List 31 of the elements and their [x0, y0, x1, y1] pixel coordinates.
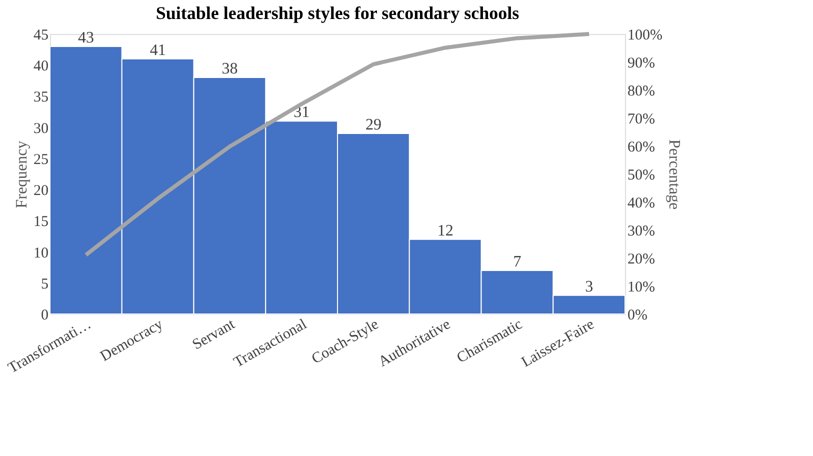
- y2-tick-label: 0%: [628, 308, 648, 324]
- y-tick-label: 45: [34, 28, 48, 44]
- y2-tick-label: 20%: [628, 252, 655, 268]
- data-label: 43: [78, 29, 94, 46]
- y-tick-label: 15: [34, 214, 48, 230]
- chart-title: Suitable leadership styles for secondary schools: [156, 3, 520, 23]
- y2-tick-label: 90%: [628, 56, 655, 72]
- data-label: 38: [222, 60, 238, 78]
- y2-tick-label: 80%: [628, 84, 655, 100]
- data-label: 7: [513, 253, 522, 270]
- y2-tick-label: 30%: [628, 224, 655, 240]
- y2-tick-label: 60%: [628, 140, 655, 156]
- y2-tick-label: 40%: [628, 196, 655, 212]
- y-tick-label: 35: [34, 90, 48, 106]
- data-label: 41: [150, 42, 166, 59]
- y-tick-label: 10: [34, 245, 48, 262]
- data-label: 3: [585, 278, 594, 296]
- y2-tick-label: 50%: [628, 168, 655, 184]
- data-label: 12: [437, 222, 454, 240]
- y2-axis-title: Percentage: [665, 139, 682, 210]
- y-tick-label: 30: [34, 120, 48, 137]
- y-tick-label: 25: [34, 152, 48, 168]
- data-label: 29: [365, 116, 382, 134]
- y2-tick-label: 70%: [628, 112, 655, 128]
- y-tick-label: 0: [41, 308, 48, 324]
- y-tick-label: 5: [41, 276, 48, 292]
- y-tick-label: 40: [34, 58, 48, 75]
- y2-tick-label: 10%: [628, 280, 655, 296]
- y-axis-title: Frequency: [14, 140, 30, 208]
- y2-tick-label: 100%: [628, 28, 662, 44]
- y-tick-label: 20: [34, 183, 48, 200]
